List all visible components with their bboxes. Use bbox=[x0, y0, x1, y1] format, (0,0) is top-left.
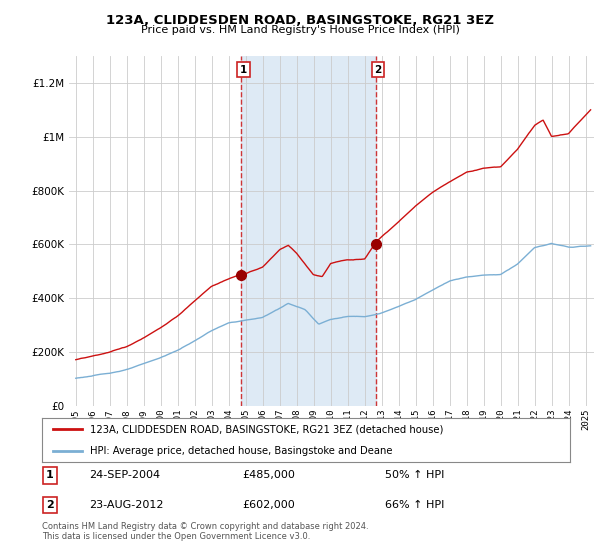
Text: 66% ↑ HPI: 66% ↑ HPI bbox=[385, 500, 445, 510]
Text: 123A, CLIDDESDEN ROAD, BASINGSTOKE, RG21 3EZ (detached house): 123A, CLIDDESDEN ROAD, BASINGSTOKE, RG21… bbox=[89, 424, 443, 434]
Text: 2: 2 bbox=[374, 65, 382, 74]
Text: 2: 2 bbox=[46, 500, 54, 510]
Text: 123A, CLIDDESDEN ROAD, BASINGSTOKE, RG21 3EZ: 123A, CLIDDESDEN ROAD, BASINGSTOKE, RG21… bbox=[106, 14, 494, 27]
Text: 1: 1 bbox=[240, 65, 247, 74]
Text: £485,000: £485,000 bbox=[242, 470, 296, 480]
Text: 1: 1 bbox=[46, 470, 54, 480]
Text: HPI: Average price, detached house, Basingstoke and Deane: HPI: Average price, detached house, Basi… bbox=[89, 446, 392, 456]
Bar bbox=[241, 56, 376, 406]
Text: Contains HM Land Registry data © Crown copyright and database right 2024.
This d: Contains HM Land Registry data © Crown c… bbox=[42, 522, 368, 542]
Text: Price paid vs. HM Land Registry's House Price Index (HPI): Price paid vs. HM Land Registry's House … bbox=[140, 25, 460, 35]
Text: 23-AUG-2012: 23-AUG-2012 bbox=[89, 500, 164, 510]
Text: £602,000: £602,000 bbox=[242, 500, 295, 510]
Text: 50% ↑ HPI: 50% ↑ HPI bbox=[385, 470, 445, 480]
Text: 24-SEP-2004: 24-SEP-2004 bbox=[89, 470, 161, 480]
